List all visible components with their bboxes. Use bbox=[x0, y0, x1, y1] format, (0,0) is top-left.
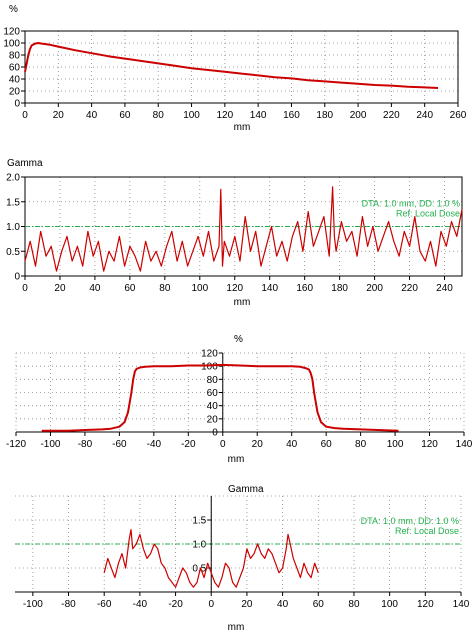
chart4-x-tick-label: -80 bbox=[61, 599, 76, 610]
chart1-x-tick-label: 80 bbox=[153, 110, 165, 121]
chart3-x-tick-label: -80 bbox=[78, 439, 93, 450]
chart1-x-axis-label: mm bbox=[234, 122, 251, 133]
chart4-x-axis-label: mm bbox=[228, 622, 245, 633]
chart1-y-tick-label: 60 bbox=[9, 63, 21, 74]
chart3-y-tick-label: 120 bbox=[201, 349, 218, 360]
chart4-x-tick-label: 120 bbox=[417, 599, 434, 610]
chart4-x-tick-label: -40 bbox=[133, 599, 148, 610]
chart1-x-tick-label: 160 bbox=[283, 110, 300, 121]
chart1-y-tick-label: 100 bbox=[3, 39, 20, 50]
chart4-annotation-2: Ref: Local Dose bbox=[395, 526, 459, 536]
chart3-x-axis-label: mm bbox=[228, 454, 245, 465]
chart3-y-tick-label: 0 bbox=[212, 428, 218, 439]
chart4-y-tick-label: 1.0 bbox=[192, 540, 206, 551]
chart3-x-tick-label: 20 bbox=[252, 439, 264, 450]
chart2-annotation-2: Ref: Local Dose bbox=[396, 209, 460, 219]
chart2-x-tick-label: 200 bbox=[366, 283, 383, 294]
chart1-y-tick-label: 40 bbox=[9, 75, 21, 86]
chart1-y-tick-label: 80 bbox=[9, 51, 21, 62]
chart4-x-tick-label: 20 bbox=[241, 599, 253, 610]
chart4-x-tick-label: 100 bbox=[381, 599, 398, 610]
chart2-x-tick-label: 80 bbox=[159, 283, 171, 294]
chart3-x-tick-label: 0 bbox=[220, 439, 226, 450]
chart3-x-tick-label: 100 bbox=[387, 439, 404, 450]
chart2-y-tick-label: 1.0 bbox=[6, 222, 20, 233]
chart2-y-tick-label: 2.0 bbox=[6, 173, 20, 184]
chart3-x-tick-label: -120 bbox=[6, 439, 26, 450]
chart2-y-axis-label: Gamma bbox=[7, 158, 43, 169]
chart3-y-tick-label: 60 bbox=[207, 388, 219, 399]
chart1-x-tick-label: 140 bbox=[250, 110, 267, 121]
chart1-x-tick-label: 60 bbox=[119, 110, 131, 121]
chart1-x-tick-label: 20 bbox=[53, 110, 65, 121]
chart2-x-tick-label: 220 bbox=[401, 283, 418, 294]
chart2-annotation-1: DTA: 1.0 mm, DD: 1.0 % bbox=[362, 199, 460, 209]
chart2-x-tick-label: 60 bbox=[124, 283, 136, 294]
chart3-y-tick-label: 100 bbox=[201, 362, 218, 373]
chart3-y-tick-label: 40 bbox=[207, 401, 219, 412]
chart2-x-tick-label: 0 bbox=[22, 283, 28, 294]
chart3-x-tick-label: 80 bbox=[355, 439, 367, 450]
chart4-x-tick-label: 80 bbox=[348, 599, 360, 610]
chart4-y-axis-label: Gamma bbox=[228, 484, 264, 495]
chart2-x-tick-label: 180 bbox=[331, 283, 348, 294]
chart1-y-tick-label: 120 bbox=[3, 27, 20, 38]
chart4-annotation-1: DTA: 1.0 mm, DD: 1.0 % bbox=[361, 516, 459, 526]
chart1-y-tick-label: 20 bbox=[9, 87, 21, 98]
chart4-x-tick-label: 140 bbox=[453, 599, 470, 610]
chart1-x-tick-label: 100 bbox=[183, 110, 200, 121]
chart1-x-tick-label: 240 bbox=[416, 110, 433, 121]
chart4-x-tick-label: 40 bbox=[277, 599, 289, 610]
chart3-y-tick-label: 20 bbox=[207, 414, 219, 425]
chart3-x-tick-label: 120 bbox=[421, 439, 438, 450]
chart3-x-tick-label: -40 bbox=[147, 439, 162, 450]
chart3-x-tick-label: -100 bbox=[40, 439, 60, 450]
chart4-x-tick-label: -100 bbox=[23, 599, 43, 610]
chart4-y-tick-label: 1.5 bbox=[192, 516, 206, 527]
chart2-y-tick-label: 0 bbox=[14, 272, 20, 283]
chart1-x-tick-label: 0 bbox=[22, 110, 28, 121]
chart4-x-tick-label: -20 bbox=[168, 599, 183, 610]
chart3-y-axis-label: % bbox=[234, 334, 243, 345]
chart2-series-line bbox=[24, 186, 463, 272]
chart2-x-axis-label: mm bbox=[234, 297, 251, 308]
chart1-series-line bbox=[24, 42, 439, 89]
chart4-x-tick-label: -60 bbox=[97, 599, 112, 610]
chart1-y-axis-label: % bbox=[9, 4, 18, 15]
chart2-x-tick-label: 40 bbox=[89, 283, 101, 294]
chart2-x-tick-label: 240 bbox=[436, 283, 453, 294]
chart1-x-tick-label: 120 bbox=[217, 110, 234, 121]
chart3-x-tick-label: -60 bbox=[112, 439, 127, 450]
chart1-x-tick-label: 260 bbox=[450, 110, 467, 121]
chart2-x-tick-label: 100 bbox=[191, 283, 208, 294]
chart4-x-tick-label: 60 bbox=[313, 599, 325, 610]
chart3-x-tick-label: -20 bbox=[181, 439, 196, 450]
chart4-series-line bbox=[103, 528, 319, 588]
chart2-x-tick-label: 140 bbox=[261, 283, 278, 294]
chart3-x-tick-label: 60 bbox=[321, 439, 333, 450]
chart4-x-tick-label: 0 bbox=[208, 599, 214, 610]
chart1-x-tick-label: 40 bbox=[86, 110, 98, 121]
chart2-y-tick-label: 0.5 bbox=[6, 247, 20, 258]
chart3-y-tick-label: 80 bbox=[207, 375, 219, 386]
chart2-x-tick-label: 20 bbox=[54, 283, 66, 294]
chart2-x-tick-label: 160 bbox=[296, 283, 313, 294]
chart1-x-tick-label: 200 bbox=[350, 110, 367, 121]
chart2-x-tick-label: 120 bbox=[226, 283, 243, 294]
chart3-x-tick-label: 140 bbox=[456, 439, 473, 450]
chart4-y-tick-label: 0.5 bbox=[192, 564, 206, 575]
chart1-y-tick-label: 0 bbox=[14, 99, 20, 110]
chart1-x-tick-label: 180 bbox=[316, 110, 333, 121]
chart1-x-tick-label: 220 bbox=[383, 110, 400, 121]
chart3-x-tick-label: 40 bbox=[286, 439, 298, 450]
chart3-series-line bbox=[41, 363, 399, 432]
chart2-y-tick-label: 1.5 bbox=[6, 197, 20, 208]
